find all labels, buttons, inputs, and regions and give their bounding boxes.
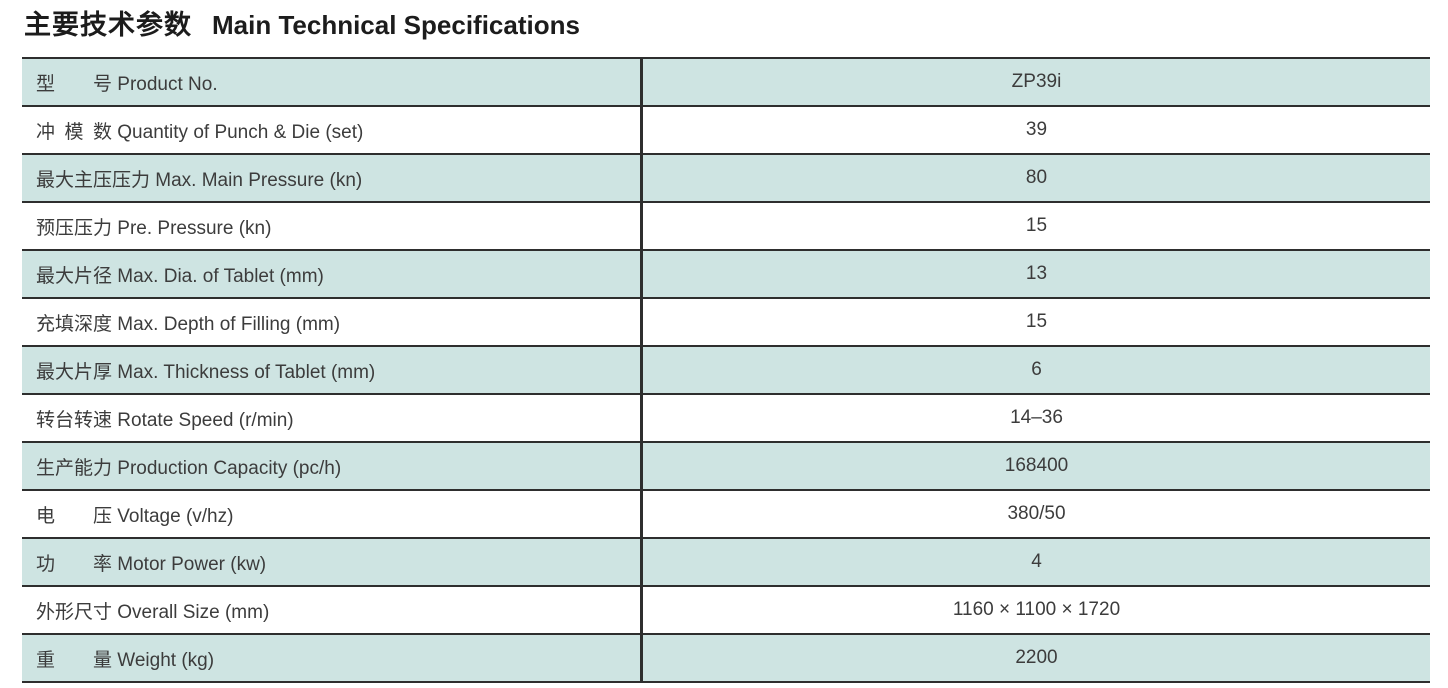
table-row: 预压压力 Pre. Pressure (kn) 15	[22, 203, 1430, 251]
spec-label: 转台转速 Rotate Speed (r/min)	[22, 395, 643, 441]
spec-value: 1160 × 1100 × 1720	[952, 599, 1121, 620]
spec-label: 最大片厚 Max. Thickness of Tablet (mm)	[22, 347, 643, 393]
spec-value: 380/50	[1007, 503, 1066, 524]
spec-label: 冲 模 数 Quantity of Punch & Die (set)	[22, 107, 643, 153]
spec-label: 外形尺寸 Overall Size (mm)	[22, 587, 643, 633]
spec-value: 15	[1025, 215, 1048, 236]
spec-value: 15	[1025, 311, 1048, 332]
table-row: 外形尺寸 Overall Size (mm) 1160 × 1100 × 1720	[22, 587, 1430, 635]
spec-label: 电 压 Voltage (v/hz)	[22, 491, 643, 537]
table-row: 充填深度 Max. Depth of Filling (mm) 15	[22, 299, 1430, 347]
table-row: 最大片厚 Max. Thickness of Tablet (mm) 6	[22, 347, 1430, 395]
spec-label: 功 率 Motor Power (kw)	[22, 539, 643, 585]
table-row: 最大主压压力 Max. Main Pressure (kn) 80	[22, 155, 1430, 203]
spec-label: 型 号 Product No.	[22, 59, 643, 105]
spec-label: 最大主压压力 Max. Main Pressure (kn)	[22, 155, 643, 201]
table-row: 重 量 Weight (kg) 2200	[22, 635, 1430, 683]
spec-value: 6	[1031, 359, 1042, 380]
spec-value: 168400	[1004, 455, 1069, 476]
table-row: 转台转速 Rotate Speed (r/min) 14–36	[22, 395, 1430, 443]
spec-value: 80	[1025, 167, 1048, 188]
spec-value: 2200	[1015, 647, 1058, 668]
spec-value: ZP39i	[1011, 71, 1062, 92]
spec-label: 重 量 Weight (kg)	[22, 635, 643, 681]
spec-label: 生产能力 Production Capacity (pc/h)	[22, 443, 643, 489]
spec-value: 13	[1025, 263, 1048, 284]
page-title: 主要技术参数 Main Technical Specifications	[24, 6, 580, 42]
spec-value: 39	[1025, 119, 1048, 140]
table-row: 型 号 Product No. ZP39i	[22, 59, 1430, 107]
spec-value: 4	[1031, 551, 1042, 572]
table-row: 电 压 Voltage (v/hz) 380/50	[22, 491, 1430, 539]
table-row: 冲 模 数 Quantity of Punch & Die (set) 39	[22, 107, 1430, 155]
table-row: 生产能力 Production Capacity (pc/h) 168400	[22, 443, 1430, 491]
spec-value: 14–36	[1010, 407, 1063, 428]
spec-label: 预压压力 Pre. Pressure (kn)	[22, 203, 643, 249]
table-row: 功 率 Motor Power (kw) 4	[22, 539, 1430, 587]
spec-label: 最大片径 Max. Dia. of Tablet (mm)	[22, 251, 643, 297]
spec-label: 充填深度 Max. Depth of Filling (mm)	[22, 299, 643, 345]
table-row: 最大片径 Max. Dia. of Tablet (mm) 13	[22, 251, 1430, 299]
page-title-chinese: 主要技术参数	[24, 10, 192, 40]
page-title-english: Main Technical Specifications	[212, 10, 580, 40]
spec-table: 型 号 Product No. ZP39i 冲 模 数 Quantity of Pu…	[22, 57, 1430, 683]
